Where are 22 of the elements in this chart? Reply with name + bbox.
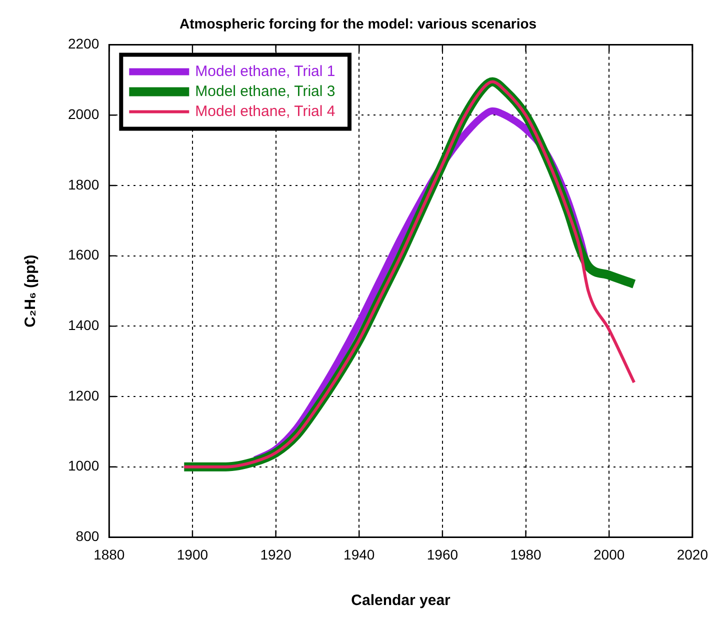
y-axis-title: C₂H₆ (ppt) xyxy=(22,254,40,328)
y-tick-label: 1800 xyxy=(68,176,100,192)
x-tick-label: 2000 xyxy=(594,546,625,562)
x-tick-label: 1980 xyxy=(510,546,542,562)
x-tick-label: 1960 xyxy=(426,546,458,562)
y-tick-label: 2200 xyxy=(68,36,100,52)
x-tick-label: 1880 xyxy=(94,546,125,562)
legend-label: Model ethane, Trial 4 xyxy=(195,102,336,120)
x-tick-label: 1920 xyxy=(260,546,292,562)
y-tick-label: 1600 xyxy=(68,246,100,263)
x-tick-label: 1940 xyxy=(344,546,375,562)
legend-label: Model ethane, Trial 1 xyxy=(195,62,336,80)
y-tick-label: 1400 xyxy=(68,317,100,334)
y-tick-label: 2000 xyxy=(68,106,100,122)
x-tick-label: 2020 xyxy=(676,546,708,562)
chart-title: Atmospheric forcing for the model: various scenarios xyxy=(179,15,537,32)
x-axis-title: Calendar year xyxy=(351,592,451,610)
legend-label: Model ethane, Trial 3 xyxy=(195,82,336,100)
y-tick-label: 1000 xyxy=(68,458,100,474)
y-tick-label: 1200 xyxy=(68,387,100,404)
y-tick-label: 800 xyxy=(76,528,100,544)
x-tick-label: 1900 xyxy=(176,546,208,562)
